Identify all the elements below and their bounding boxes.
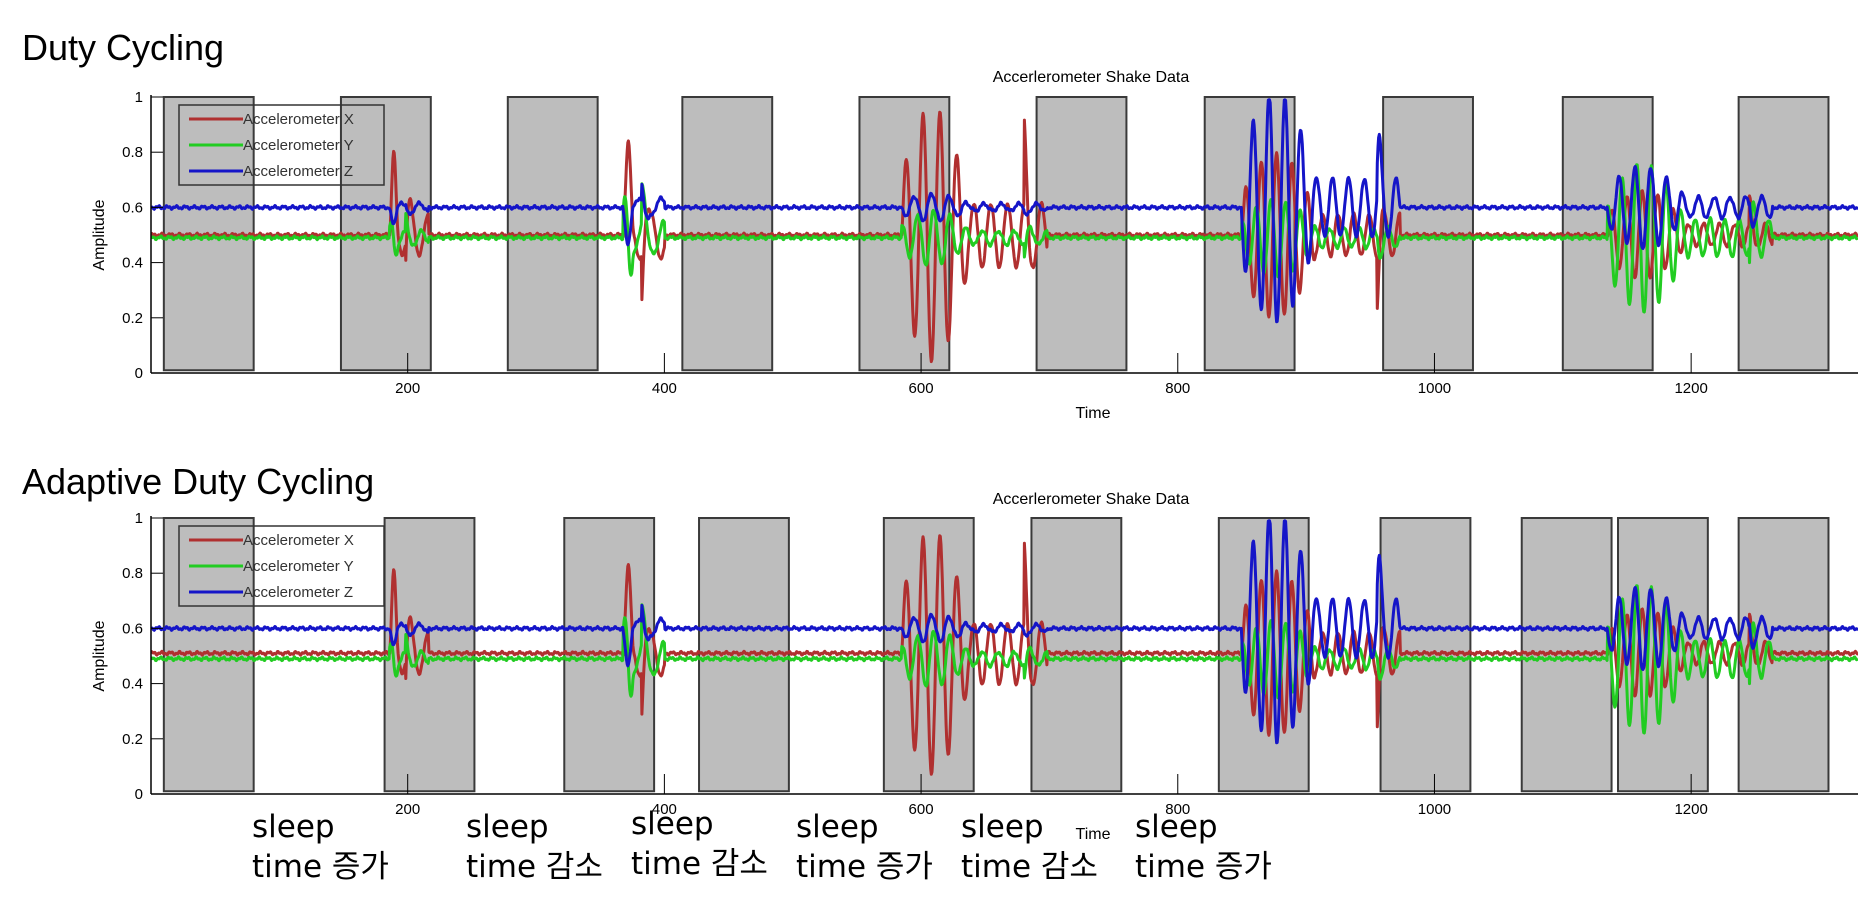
legend-box	[178, 525, 385, 607]
y-tick-label: 1	[135, 89, 143, 106]
y-tick-label: 0.8	[122, 144, 143, 161]
x-tick-label: 200	[395, 801, 420, 818]
y-tick-label: 0	[135, 365, 143, 382]
annotation-line2: time 증가	[1135, 849, 1272, 885]
annotation-line1: sleep	[961, 809, 1044, 845]
legend-entry: Accelerometer Z	[243, 163, 353, 180]
y-tick-label: 0	[135, 786, 143, 803]
series-line-3	[151, 98, 1858, 324]
y-tick-label: 0.2	[122, 731, 143, 748]
x-tick-label: 800	[1165, 801, 1190, 818]
chart-adaptive-duty-cycling: Adaptive Duty Cycling Accerlerometer Shak…	[22, 461, 1858, 843]
y-tick-label: 0.8	[122, 565, 143, 582]
annotation-line1: sleep	[466, 809, 549, 845]
legend-entry: Accelerometer X	[243, 532, 354, 549]
annotation-line2: time 증가	[796, 849, 933, 885]
x-axis-label: Time	[1076, 405, 1111, 422]
y-axis-label: Amplitude	[91, 199, 108, 270]
legend-entry: Accelerometer Y	[243, 137, 354, 154]
legend: Accelerometer X Accelerometer Y Accelerome…	[178, 525, 385, 607]
annotation-line1: sleep	[796, 809, 879, 845]
series-line-3	[151, 519, 1858, 745]
y-tick-label: 0.4	[122, 255, 143, 272]
series-line-2	[151, 584, 1858, 735]
x-tick-label: 400	[652, 380, 677, 397]
y-tick-label: 0.6	[122, 199, 143, 216]
legend: Accelerometer X Accelerometer Y Accelerome…	[178, 104, 385, 186]
section-title: Adaptive Duty Cycling	[22, 461, 374, 502]
annotation-line2: time 감소	[961, 849, 1098, 885]
series-lines	[151, 519, 1858, 776]
section-title: Duty Cycling	[22, 27, 224, 68]
series-lines	[151, 98, 1858, 364]
legend-entry: Accelerometer X	[243, 111, 354, 128]
annotation-line1: sleep	[252, 809, 335, 845]
x-tick-label: 600	[909, 380, 934, 397]
annotation-line1: sleep	[1135, 809, 1218, 845]
chart-duty-cycling: Duty Cycling Accerlerometer Shake Data 0 0.…	[22, 27, 1858, 422]
annotation-line2: time 감소	[466, 849, 603, 885]
y-axis-label: Amplitude	[91, 620, 108, 691]
x-tick-label: 1200	[1674, 380, 1707, 397]
sleep-time-annotations: sleep time 증가 sleep time 감소 sleep time 감소 slee…	[252, 806, 1272, 885]
x-axis-label: Time	[1076, 826, 1111, 843]
x-tick-label: 1000	[1418, 380, 1451, 397]
legend-entry: Accelerometer Y	[243, 558, 354, 575]
series-line-2	[151, 163, 1858, 314]
x-tick-label: 400	[652, 801, 677, 818]
y-tick-label: 1	[135, 510, 143, 527]
legend-box	[178, 104, 385, 186]
series-line-1	[151, 534, 1858, 776]
annotation-line1: sleep	[631, 806, 714, 842]
x-tick-label: 1000	[1418, 801, 1451, 818]
chart-title: Accerlerometer Shake Data	[993, 69, 1190, 86]
y-tick-label: 0.4	[122, 676, 143, 693]
x-tick-label: 1200	[1674, 801, 1707, 818]
annotation-line2: time 증가	[252, 849, 389, 885]
legend-entry: Accelerometer Z	[243, 584, 353, 601]
chart-title: Accerlerometer Shake Data	[993, 491, 1190, 508]
annotation-line2: time 감소	[631, 846, 768, 882]
y-tick-label: 0.2	[122, 310, 143, 327]
y-tick-label: 0.6	[122, 620, 143, 637]
x-tick-label: 800	[1165, 380, 1190, 397]
x-tick-label: 200	[395, 380, 420, 397]
x-tick-label: 600	[909, 801, 934, 818]
